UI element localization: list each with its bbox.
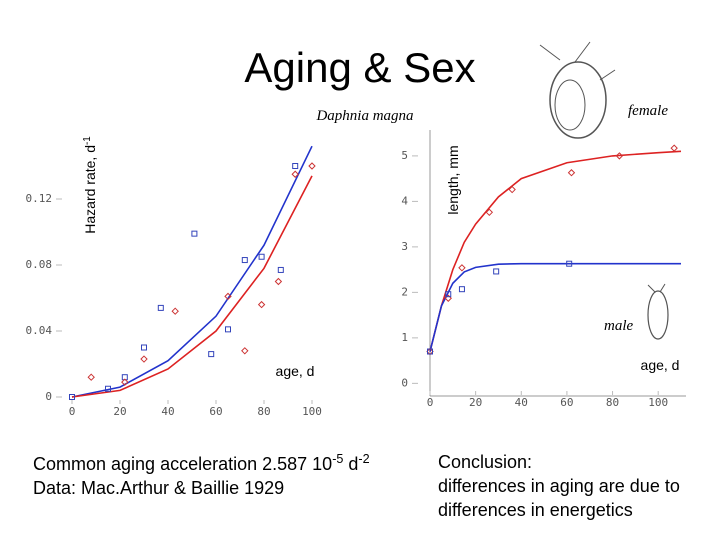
point: [241, 257, 248, 264]
daphnia-male-sketch: [647, 283, 669, 340]
point: [444, 294, 452, 302]
point: [224, 292, 232, 301]
point: [171, 307, 179, 315]
point: [308, 162, 316, 170]
x-tick-label: 100: [302, 405, 322, 418]
point: [191, 230, 198, 237]
point: [258, 253, 265, 260]
point: [485, 208, 494, 217]
point: [670, 144, 678, 152]
superscript: -5: [332, 452, 343, 466]
text-run: Common aging acceleration 2.587 10: [33, 454, 332, 474]
x-tick-label: 0: [69, 405, 76, 418]
point: [567, 169, 576, 177]
x-axis-label: age, d: [276, 363, 315, 379]
point: [241, 347, 249, 355]
point: [458, 264, 466, 272]
point: [458, 286, 465, 293]
y-tick-label: 1: [401, 331, 408, 344]
point: [274, 277, 283, 286]
point: [566, 260, 573, 267]
y-tick-label: 0: [45, 390, 52, 403]
point: [445, 291, 452, 298]
fit-curve: [71, 145, 313, 398]
x-tick-label: 0: [427, 396, 434, 409]
x-tick-label: 20: [469, 396, 482, 409]
fit-curve: [429, 262, 681, 352]
daphnia-female-sketch: [539, 41, 616, 139]
point: [141, 344, 147, 351]
x-tick-label: 80: [606, 396, 619, 409]
y-tick-label: 2: [401, 285, 408, 298]
text-run: length, mm: [445, 145, 461, 214]
point: [105, 385, 111, 392]
note-line: differences in aging are due to: [438, 476, 680, 496]
fit-curve: [429, 150, 682, 352]
series-label: female: [628, 103, 668, 119]
point: [427, 348, 433, 355]
text-run: d: [343, 454, 358, 474]
x-tick-label: 100: [648, 396, 668, 409]
note-line: differences in energetics: [438, 500, 633, 520]
superscript: -1: [82, 136, 93, 145]
text-run: Conclusion:: [438, 452, 532, 472]
x-tick-label: 40: [161, 405, 174, 418]
text-run: Data: Mac.Arthur & Baillie 1929: [33, 478, 284, 498]
point: [140, 355, 148, 363]
y-axis-label: Hazard rate, d-1: [82, 136, 99, 233]
point: [69, 394, 75, 400]
point: [225, 326, 231, 333]
y-tick-label: 0.12: [26, 192, 53, 205]
title: Aging & Sex: [244, 44, 475, 91]
y-tick-label: 0.04: [26, 324, 53, 337]
point: [121, 378, 129, 386]
species: Daphnia magna: [315, 108, 413, 124]
x-tick-label: 80: [257, 405, 270, 418]
y-tick-label: 3: [401, 240, 408, 253]
note-line: Conclusion:: [438, 452, 532, 472]
superscript: -2: [358, 452, 369, 466]
point: [157, 304, 164, 311]
x-tick-label: 40: [515, 396, 528, 409]
y-tick-label: 0.08: [26, 258, 53, 271]
y-axis-label: length, mm: [445, 145, 461, 214]
note-line: Common aging acceleration 2.587 10-5 d-2: [33, 452, 370, 474]
point: [277, 266, 284, 273]
x-axis-label: age, d: [641, 357, 680, 373]
text-run: differences in aging are due to: [438, 476, 680, 496]
note-line: Data: Mac.Arthur & Baillie 1929: [33, 478, 284, 498]
point: [257, 300, 266, 309]
point: [508, 185, 516, 194]
y-tick-label: 4: [401, 194, 408, 207]
x-tick-label: 60: [560, 396, 573, 409]
point: [292, 163, 299, 169]
series-label: male: [604, 318, 634, 334]
y-tick-label: 5: [401, 149, 408, 162]
fit-curve: [71, 175, 313, 398]
y-tick-label: 0: [401, 376, 408, 389]
point: [615, 152, 624, 160]
point: [87, 373, 95, 381]
point: [208, 351, 215, 358]
point: [493, 268, 500, 275]
x-tick-label: 60: [209, 405, 222, 418]
text-run: Hazard rate, d: [82, 145, 98, 234]
text-run: differences in energetics: [438, 500, 633, 520]
point: [291, 170, 299, 178]
x-tick-label: 20: [113, 405, 126, 418]
